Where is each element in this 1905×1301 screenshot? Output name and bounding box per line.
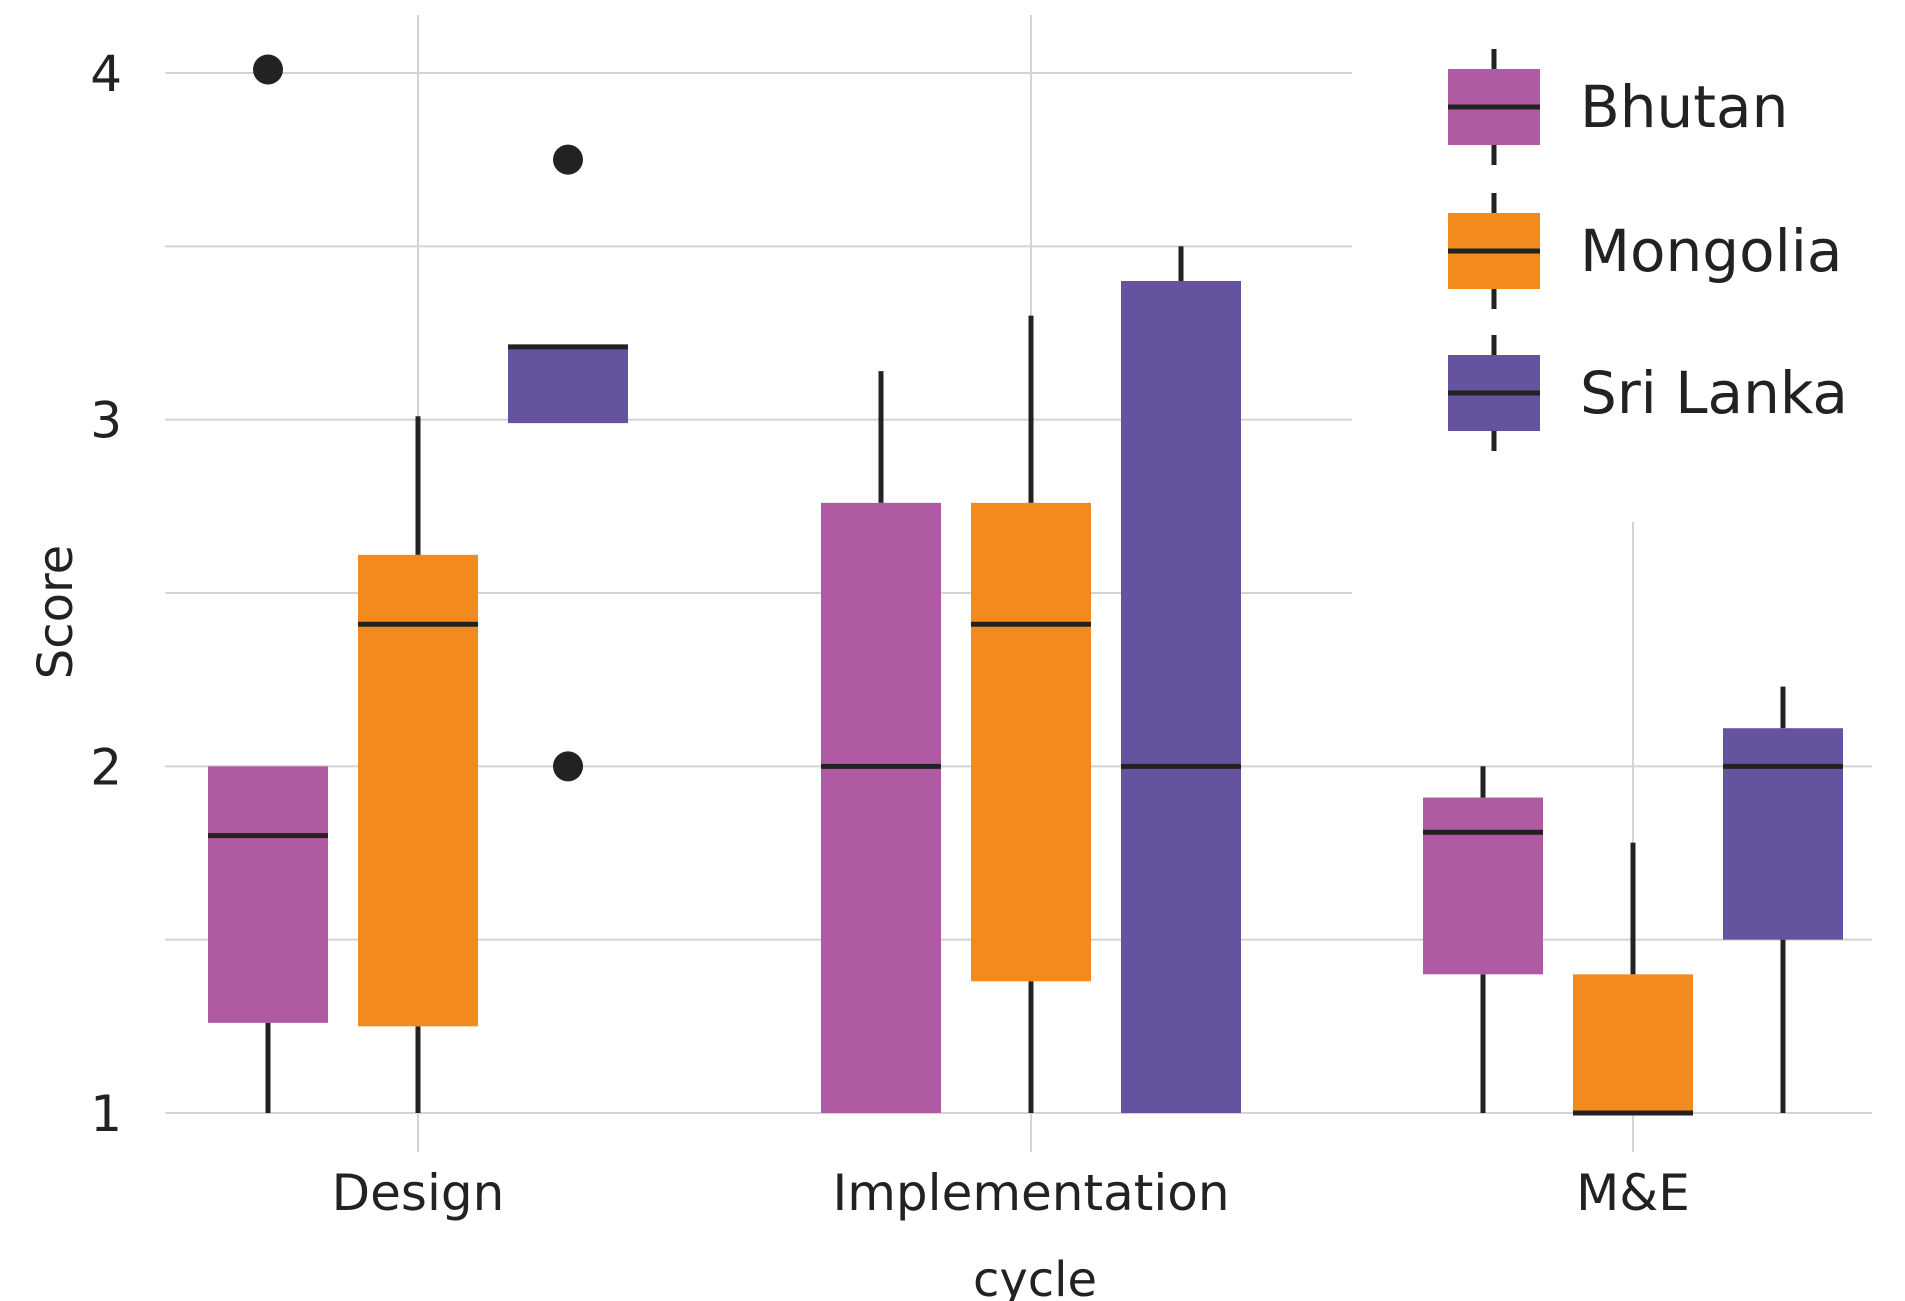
legend-item: Mongolia <box>1448 193 1842 309</box>
legend-item: Sri Lanka <box>1448 335 1848 451</box>
box-bhutan <box>821 371 941 1113</box>
legend-label: Mongolia <box>1580 217 1842 285</box>
box-body <box>208 766 328 1023</box>
box-mongolia <box>358 416 478 1113</box>
box-bhutan <box>1423 766 1543 1113</box>
box-body <box>1573 974 1693 1113</box>
box-body <box>1723 728 1843 940</box>
y-axis-title: Score <box>28 545 84 679</box>
box-body <box>1121 281 1241 1113</box>
box-sri-lanka <box>1121 246 1241 1113</box>
outlier-point <box>553 751 583 782</box>
box-sri-lanka <box>508 144 628 782</box>
outlier-point <box>253 54 283 85</box>
box-body <box>821 502 941 1113</box>
y-tick-label: 1 <box>90 1085 122 1143</box>
x-axis-title: cycle <box>973 1252 1097 1301</box>
box-mongolia <box>1573 842 1693 1116</box>
legend: Bhutan Mongolia Sri Lanka <box>1448 49 1848 451</box>
box-body <box>971 502 1091 982</box>
box-body <box>358 554 478 1027</box>
axis-tick-labels: 1 2 3 4 Design Implementation M&E <box>90 45 1690 1222</box>
box-bhutan <box>208 54 328 1113</box>
legend-label: Bhutan <box>1580 73 1788 141</box>
x-tick-label: Implementation <box>832 1164 1229 1222</box>
legend-label: Sri Lanka <box>1580 359 1848 427</box>
x-tick-label: M&E <box>1576 1164 1690 1222</box>
box-mongolia <box>971 315 1091 1113</box>
box-plot-area <box>208 54 1843 1116</box>
outlier-point <box>553 144 583 175</box>
x-tick-label: Design <box>332 1164 505 1222</box>
legend-item: Bhutan <box>1448 49 1788 165</box>
y-tick-label: 3 <box>90 392 122 450</box>
y-tick-label: 4 <box>90 45 122 103</box>
box-body <box>508 346 628 424</box>
box-body <box>1423 797 1543 975</box>
y-tick-label: 2 <box>90 738 122 796</box>
box-sri-lanka <box>1723 686 1843 1113</box>
